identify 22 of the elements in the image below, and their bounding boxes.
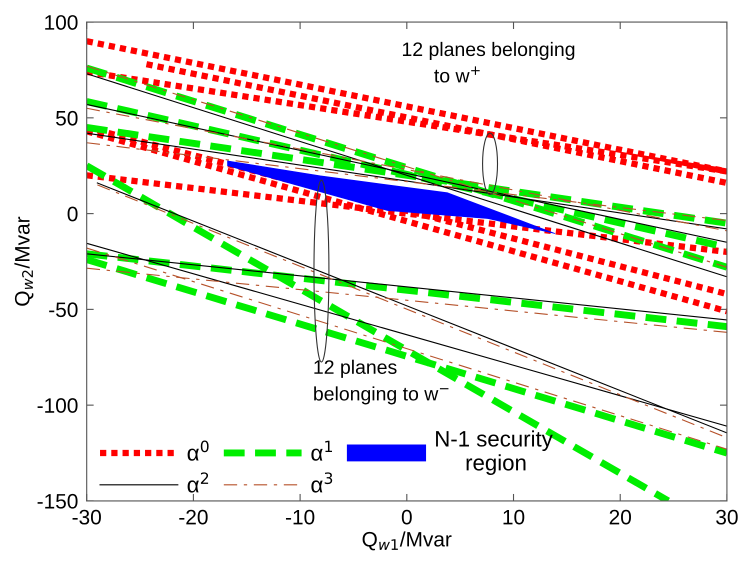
- x-tick-label: 30: [716, 510, 738, 525]
- x-tick-label: 0: [402, 510, 412, 525]
- x-tick-label: -10: [286, 510, 314, 525]
- y-tick-label: 50: [56, 110, 78, 126]
- x-tick-label: -30: [72, 510, 101, 525]
- y-tick-label: -50: [49, 302, 78, 318]
- annotation: 12 planes belonging to w$^{−}$: [314, 360, 448, 404]
- x-axis-title: Q$_{w1}$/Mvar: [362, 531, 452, 550]
- y-tick-label: -100: [38, 398, 78, 413]
- legend-label: α$^{0}$: [188, 440, 209, 461]
- x-tick-label: 10: [504, 510, 524, 525]
- y-axis-title: Q$_{w2}$/Mvar: [14, 216, 34, 306]
- y-tick-label: 0: [68, 206, 78, 222]
- legend-label: α$^{2}$: [188, 472, 208, 493]
- x-tick-label: 20: [610, 510, 631, 525]
- y-tick-label: 100: [45, 15, 78, 30]
- legend-label: N-1 security region: [436, 430, 553, 475]
- x-tick-label: -20: [179, 510, 208, 525]
- annotation: 12 planes belonging to w$^{+}$: [402, 42, 574, 83]
- legend-label: α$^{1}$: [311, 440, 332, 461]
- y-tick-label: -150: [38, 494, 78, 509]
- legend-label: α$^{3}$: [311, 472, 332, 493]
